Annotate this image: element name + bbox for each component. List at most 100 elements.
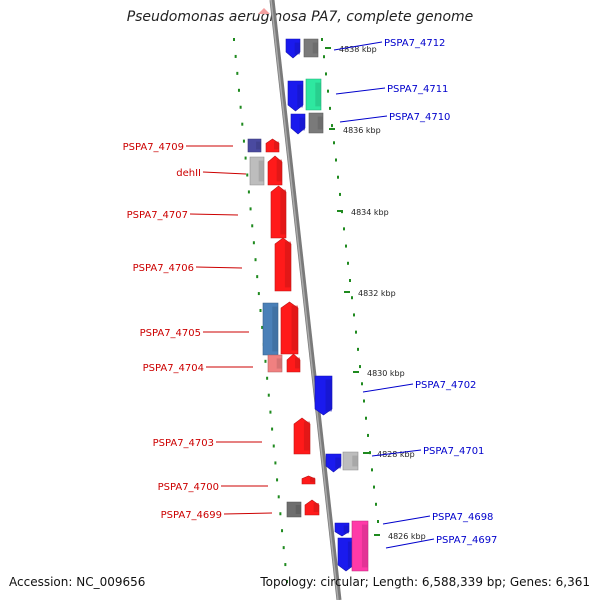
forward-leader-line xyxy=(195,266,243,269)
dotted-guide-right xyxy=(321,38,323,41)
reverse-leader-line xyxy=(382,515,431,525)
gene-neighbor-purple-shade xyxy=(256,141,261,150)
dotted-guide-right xyxy=(323,55,325,59)
kbp-marker-label: 4826 kbp xyxy=(388,532,426,541)
gene-forward-4706-shade xyxy=(284,241,291,288)
dotted-guide-left xyxy=(286,580,288,583)
backbone-top-marker xyxy=(258,8,270,14)
dotted-guide-left xyxy=(276,478,279,482)
reverse-gene-label: PSPA7_4702 xyxy=(415,380,476,391)
dotted-guide-left xyxy=(254,258,257,262)
dotted-guide-left xyxy=(242,139,245,143)
gene-reverse-4702-shade xyxy=(325,379,332,412)
dotted-guide-right xyxy=(353,313,355,317)
dotted-guide-left xyxy=(277,495,280,499)
dotted-guide-right xyxy=(327,89,329,93)
dotted-guide-right xyxy=(335,158,337,162)
dotted-guide-left xyxy=(257,292,260,296)
dotted-guide-right xyxy=(337,175,339,179)
gene-forward-4705-shade xyxy=(291,305,298,351)
gene-neighbor-lightgray-shade xyxy=(352,455,358,467)
dotted-guide-left xyxy=(282,546,285,550)
reverse-gene-label: PSPA7_4701 xyxy=(423,446,484,457)
kbp-marker-label: 4834 kbp xyxy=(351,208,389,217)
dotted-guide-right xyxy=(365,416,367,420)
kbp-marker-label: 4830 kbp xyxy=(367,369,405,378)
gene-reverse-4712-shade xyxy=(294,42,300,55)
dotted-guide-left xyxy=(281,529,284,533)
kbp-tick xyxy=(363,452,369,454)
dotted-guide-right xyxy=(345,244,347,248)
dotted-guide-left xyxy=(259,309,262,312)
forward-leader-line xyxy=(223,512,273,515)
reverse-gene-label: PSPA7_4712 xyxy=(384,38,445,49)
genome-title: Pseudomonas aeruginosa PA7, complete gen… xyxy=(126,9,474,25)
dotted-guide-right xyxy=(371,468,373,472)
kbp-marker-label: 4828 kbp xyxy=(377,450,415,459)
forward-gene-label: dehII xyxy=(176,168,201,179)
kbp-tick xyxy=(329,128,335,130)
reverse-leader-line xyxy=(335,87,386,95)
dotted-guide-left xyxy=(237,88,240,92)
genome-backbone-highlight xyxy=(270,0,339,600)
gene-forward-4703-shade xyxy=(303,421,310,451)
kbp-marker-label: 4832 kbp xyxy=(358,289,396,298)
gene-neighbor-steelblue-shade xyxy=(272,306,278,352)
forward-gene-label: PSPA7_4704 xyxy=(143,363,204,374)
dotted-guide-right xyxy=(347,261,349,265)
forward-leader-line xyxy=(202,171,247,175)
dotted-guide-left xyxy=(279,512,282,516)
dotted-guide-left xyxy=(244,156,247,160)
dotted-guide-right xyxy=(367,433,369,437)
accession-label: Accession: NC_009656 xyxy=(9,575,146,589)
dotted-guide-left xyxy=(247,190,250,194)
dotted-guide-left xyxy=(274,461,277,465)
kbp-tick xyxy=(353,371,359,373)
dotted-guide-left xyxy=(234,54,237,58)
forward-gene-label: PSPA7_4709 xyxy=(123,142,184,153)
reverse-leader-line xyxy=(333,41,383,51)
forward-leader-line xyxy=(189,213,239,216)
dotted-guide-right xyxy=(373,485,375,489)
dotted-guide-left xyxy=(239,105,242,109)
dotted-guide-left xyxy=(266,376,269,380)
dotted-guide-left xyxy=(272,444,275,448)
gene-reverse-4698-shade xyxy=(343,525,349,534)
kbp-marker-label: 4838 kbp xyxy=(339,45,377,54)
dotted-guide-right xyxy=(351,296,353,300)
genome-summary: Topology: circular; Length: 6,588,339 bp… xyxy=(260,575,590,589)
dotted-guide-left xyxy=(241,122,244,126)
genome-backbone xyxy=(269,0,342,600)
dotted-guide-right xyxy=(375,502,377,506)
dotted-guide-left xyxy=(256,275,259,279)
dotted-guide-right xyxy=(325,72,327,76)
dotted-guide-right xyxy=(333,141,335,145)
dotted-guide-left xyxy=(252,241,255,245)
dotted-guide-left xyxy=(233,38,235,41)
dotted-guide-left xyxy=(267,393,270,397)
gene-forward-4709-shade xyxy=(274,141,279,150)
gene-neighbor-magenta-shade xyxy=(361,524,368,568)
gene-neighbor-gray-shade xyxy=(258,160,264,182)
gene-forward-4700-shade xyxy=(310,477,315,483)
forward-gene-label: PSPA7_4705 xyxy=(140,328,201,339)
dotted-guide-left xyxy=(251,224,254,228)
gene-reverse-4697-shade xyxy=(347,541,354,568)
dotted-guide-right xyxy=(339,192,341,196)
kbp-marker-label: 4836 kbp xyxy=(343,126,381,135)
dotted-guide-right xyxy=(349,279,351,282)
dotted-guide-right xyxy=(357,347,359,351)
gene-neighbor-pink-shade xyxy=(276,358,282,369)
kbp-tick xyxy=(337,210,343,212)
dotted-guide-right xyxy=(377,520,379,523)
reverse-leader-line xyxy=(362,383,414,393)
dotted-guide-left xyxy=(249,207,252,211)
gene-forward-4704-shade xyxy=(295,357,300,369)
forward-gene-label: PSPA7_4700 xyxy=(158,482,219,493)
reverse-gene-label: PSPA7_4711 xyxy=(387,84,448,95)
reverse-leader-line xyxy=(339,115,388,123)
dotted-guide-right xyxy=(343,227,345,231)
dotted-guide-left xyxy=(284,563,287,567)
forward-gene-label: PSPA7_4699 xyxy=(161,510,222,521)
